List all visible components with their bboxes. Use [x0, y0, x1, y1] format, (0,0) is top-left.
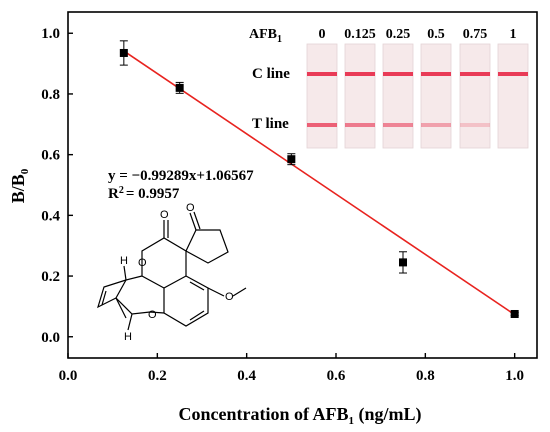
mol-carbonyl-bond: [193, 211, 201, 230]
data-point: [119, 48, 128, 57]
data-point: [399, 258, 407, 267]
y-tick-label: 0.8: [41, 87, 60, 103]
data-point: [287, 155, 296, 164]
mol-carbonyl-bond: [189, 212, 197, 231]
strip-t-line: [421, 123, 451, 127]
test-strip: [344, 43, 376, 149]
plot-frame: [67, 11, 538, 359]
molecule-structure-drawing: [97, 211, 247, 331]
molecule-atom-labels: O O O O O H H: [120, 202, 234, 343]
strip-t-line: [460, 123, 490, 127]
strip-concentration-label: 0.25: [386, 27, 411, 42]
y-axis-title: B/B0: [8, 168, 31, 203]
strip-c-line: [460, 72, 490, 76]
fit-equation: y = −0.99289x+1.06567: [108, 168, 254, 184]
t-line-label: T line: [252, 116, 289, 132]
y-tick-label: 0.4: [41, 208, 60, 224]
strip-concentration-label: 1: [510, 27, 517, 42]
mol-pyranone-ring: [141, 237, 187, 289]
data-point: [510, 309, 519, 318]
mol-atom-o: O: [138, 257, 147, 269]
strip-c-line: [383, 72, 413, 76]
strip-c-line: [345, 72, 375, 76]
mol-atom-h: H: [124, 331, 132, 343]
axis-ticks: 0.0 0.2 0.4 0.6 0.8 1.0 0.0 0.2 0.4 0.6 0.8 1.0: [41, 26, 524, 384]
data-points: [119, 40, 519, 318]
fit-line: [123, 50, 516, 316]
test-strip: [306, 43, 338, 149]
strip-t-line: [345, 123, 375, 127]
mol-atom-o: O: [148, 309, 157, 321]
strip-concentration-label: 0.75: [463, 27, 488, 42]
test-strip-inset: AFB1 C line T line 0 0.125 0.25 0.5 0.75 1: [249, 27, 529, 149]
mol-bond: [123, 265, 127, 281]
x-tick-label: 1.0: [505, 368, 524, 384]
test-strip: [420, 43, 452, 149]
mol-furan-ring: [115, 275, 165, 315]
mol-atom-o: O: [186, 202, 195, 214]
y-tick-label: 0.6: [41, 148, 60, 164]
strip-c-line: [307, 72, 337, 76]
mol-furan-ring: [97, 279, 127, 309]
mol-bond: [232, 287, 247, 297]
test-strip: [459, 43, 491, 149]
data-point: [175, 83, 184, 92]
r-squared: R2 = 0.9957: [108, 185, 180, 202]
mol-atom-o: O: [160, 209, 169, 221]
mol-bond: [127, 313, 133, 331]
c-line-label: C line: [252, 66, 290, 82]
mol-atom-h: H: [120, 255, 128, 267]
mol-benzene-ring: [163, 275, 209, 327]
mol-bond: [115, 297, 127, 319]
mol-atom-o: O: [225, 291, 234, 303]
inset-header-label: AFB1: [249, 27, 282, 45]
mol-bond: [207, 287, 225, 297]
y-tick-label: 1.0: [41, 26, 60, 42]
x-axis-title: Concentration of AFB1 (ng/mL): [179, 404, 422, 427]
mol-bond: [189, 310, 205, 321]
strip-group: 0 0.125 0.25 0.5 0.75 1: [306, 27, 529, 149]
y-tick-label: 0.2: [41, 269, 60, 285]
strip-t-line: [307, 123, 337, 127]
strip-concentration-label: 0.125: [344, 27, 376, 42]
x-tick-label: 0.0: [59, 368, 78, 384]
mol-bond: [101, 290, 107, 306]
mol-cyclopentenone-ring: [185, 229, 229, 264]
x-tick-label: 0.2: [148, 368, 167, 384]
strip-t-line: [383, 123, 413, 127]
x-tick-label: 0.8: [416, 368, 435, 384]
mol-bond: [189, 281, 205, 291]
test-strip: [497, 43, 529, 149]
strip-c-line: [421, 72, 451, 76]
x-tick-label: 0.6: [327, 368, 346, 384]
strip-c-line: [498, 72, 528, 76]
test-strip: [382, 43, 414, 149]
strip-concentration-label: 0.5: [427, 27, 445, 42]
strip-concentration-label: 0: [319, 27, 326, 42]
x-tick-label: 0.4: [237, 368, 256, 384]
y-tick-label: 0.0: [41, 330, 60, 346]
